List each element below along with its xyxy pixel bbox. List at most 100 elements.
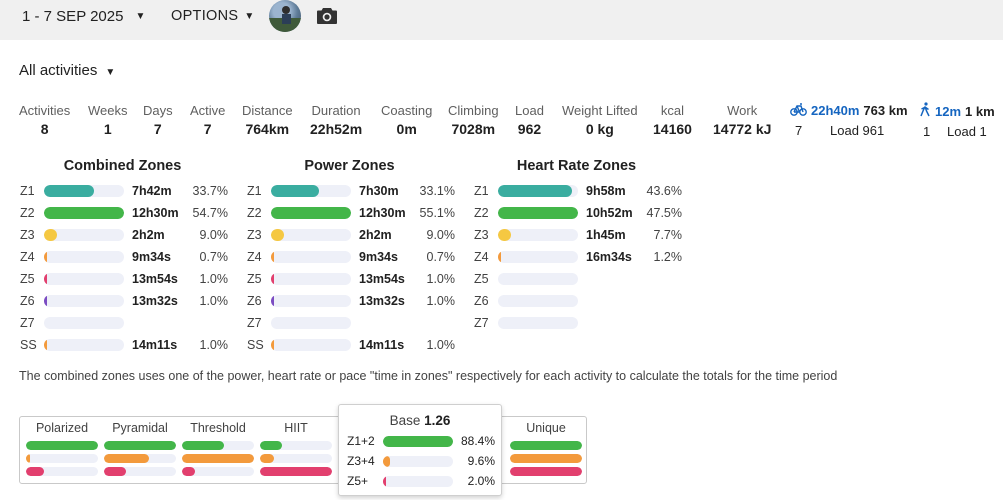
tooltip-row-label: Z1+2 [347, 434, 375, 448]
zone-name: Z2 [20, 206, 35, 220]
zone-bar-fill [271, 295, 274, 307]
zone-name: Z2 [247, 206, 262, 220]
zone-name: Z4 [247, 250, 262, 264]
zone-row-z4: Z4 9m34s 0.7% [20, 246, 228, 268]
zone-bar-fill [44, 295, 47, 307]
distribution-polarized[interactable]: Polarized [26, 419, 98, 476]
stat-days: Days 7 [143, 103, 173, 137]
stat-label: Coasting [381, 103, 433, 118]
zone-name: Z5 [247, 272, 262, 286]
tooltip-row-fill [383, 455, 390, 467]
stat-load: Load 962 [515, 103, 544, 137]
zone-time: 2h2m [359, 228, 392, 242]
sport-count: 7 [795, 123, 803, 138]
zone-name: Z4 [20, 250, 35, 264]
zone-bar-fill [44, 273, 47, 285]
stat-label: Activities [19, 103, 71, 118]
options-menu-button[interactable]: OPTIONS ▼ [171, 8, 255, 24]
zone-row-z3: Z3 2h2m 9.0% [247, 224, 455, 246]
distribution-bar-fill [510, 467, 582, 476]
sport-duration: 22h40m [811, 103, 860, 118]
stat-value: 0 kg [585, 121, 614, 137]
zone-bar [498, 251, 578, 263]
zone-row-z5: Z5 13m54s 1.0% [20, 268, 228, 290]
distribution-bar [260, 441, 332, 450]
stat-label: Days [143, 103, 173, 118]
zone-percent: 55.1% [419, 206, 455, 220]
zone-bar [44, 273, 124, 285]
distribution-bar [182, 454, 254, 463]
zone-percent: 33.7% [192, 184, 228, 198]
tooltip-row-pct: 2.0% [467, 474, 495, 488]
power-zones-title: Power Zones [304, 158, 395, 174]
zone-time: 13m54s [359, 272, 405, 286]
zone-time: 9h58m [586, 184, 626, 198]
zone-bar-fill [271, 339, 274, 351]
zone-percent: 0.7% [426, 250, 456, 264]
walk-icon [919, 102, 931, 120]
tooltip-row-label: Z3+4 [347, 454, 375, 468]
distribution-title: Pyramidal [112, 421, 168, 435]
tooltip-row-bar [383, 475, 453, 487]
camera-icon[interactable] [316, 5, 338, 27]
tooltip-value: 1.26 [424, 413, 451, 428]
zone-name: Z5 [20, 272, 35, 286]
stat-value: 764km [245, 121, 290, 137]
stat-label: Load [515, 103, 544, 118]
distribution-hiit[interactable]: HIIT [260, 419, 332, 476]
zone-name: Z3 [20, 228, 35, 242]
distribution-bar-fill [182, 441, 224, 450]
sport-summary-walk[interactable]: 12m 1 km 1 Load 1 [919, 102, 995, 139]
distribution-bar-fill [182, 454, 254, 463]
zone-percent: 9.0% [426, 228, 456, 242]
zone-percent: 7.7% [653, 228, 683, 242]
zone-bar [271, 185, 351, 197]
sport-summary-ride[interactable]: 22h40m 763 km 7 Load 961 [790, 102, 908, 138]
distribution-bar-fill [260, 441, 282, 450]
zone-bar [498, 207, 578, 219]
distribution-bar [182, 467, 254, 476]
stat-label: Weeks [88, 103, 128, 118]
distribution-bar-fill [104, 441, 176, 450]
sport-distance: 1 km [965, 103, 995, 119]
distribution-threshold[interactable]: Threshold [182, 419, 254, 476]
zone-bar-fill [44, 251, 47, 263]
stat-label: Duration [311, 103, 361, 118]
zone-bar [498, 185, 578, 197]
distribution-unique[interactable]: Unique [510, 419, 582, 476]
stat-value: 962 [517, 121, 542, 137]
avatar[interactable] [269, 0, 301, 32]
zone-row-z1: Z1 7h42m 33.7% [20, 180, 228, 202]
zone-bar [44, 251, 124, 263]
sport-count: 1 [923, 124, 931, 139]
zone-bar [498, 295, 578, 307]
zone-bar [498, 273, 578, 285]
zone-percent: 0.7% [199, 250, 229, 264]
stat-value: 0m [396, 121, 417, 137]
zone-bar-fill [271, 229, 284, 241]
zone-bar-fill [271, 207, 351, 219]
zone-name: Z1 [20, 184, 35, 198]
zone-name: SS [247, 338, 264, 352]
sport-load: Load 1 [947, 124, 987, 139]
stat-value: 1 [103, 121, 112, 137]
distribution-bar-fill [510, 454, 582, 463]
zone-row-ss: SS 14m11s 1.0% [20, 334, 228, 356]
distribution-title: Polarized [35, 421, 89, 435]
stat-work: Work 14772 kJ [713, 103, 771, 137]
activity-filter-dropdown[interactable]: All activities ▼ [19, 62, 115, 79]
tooltip-row: Z5+ 2.0% [347, 472, 495, 490]
zone-row-z3: Z3 2h2m 9.0% [20, 224, 228, 246]
zone-row-z1: Z1 7h30m 33.1% [247, 180, 455, 202]
distribution-pyramidal[interactable]: Pyramidal [104, 419, 176, 476]
distribution-bar [510, 454, 582, 463]
stat-value: 22h52m [310, 121, 363, 137]
tooltip-label: Base [389, 413, 421, 428]
date-range-selector[interactable]: 1 - 7 SEP 2025 ▼ [22, 8, 145, 25]
distribution-bar [104, 467, 176, 476]
zone-row-z6: Z6 13m32s 1.0% [20, 290, 228, 312]
zone-name: SS [20, 338, 37, 352]
tooltip-row-bar [383, 435, 453, 447]
zone-time: 16m34s [586, 250, 632, 264]
zone-bar [44, 339, 124, 351]
